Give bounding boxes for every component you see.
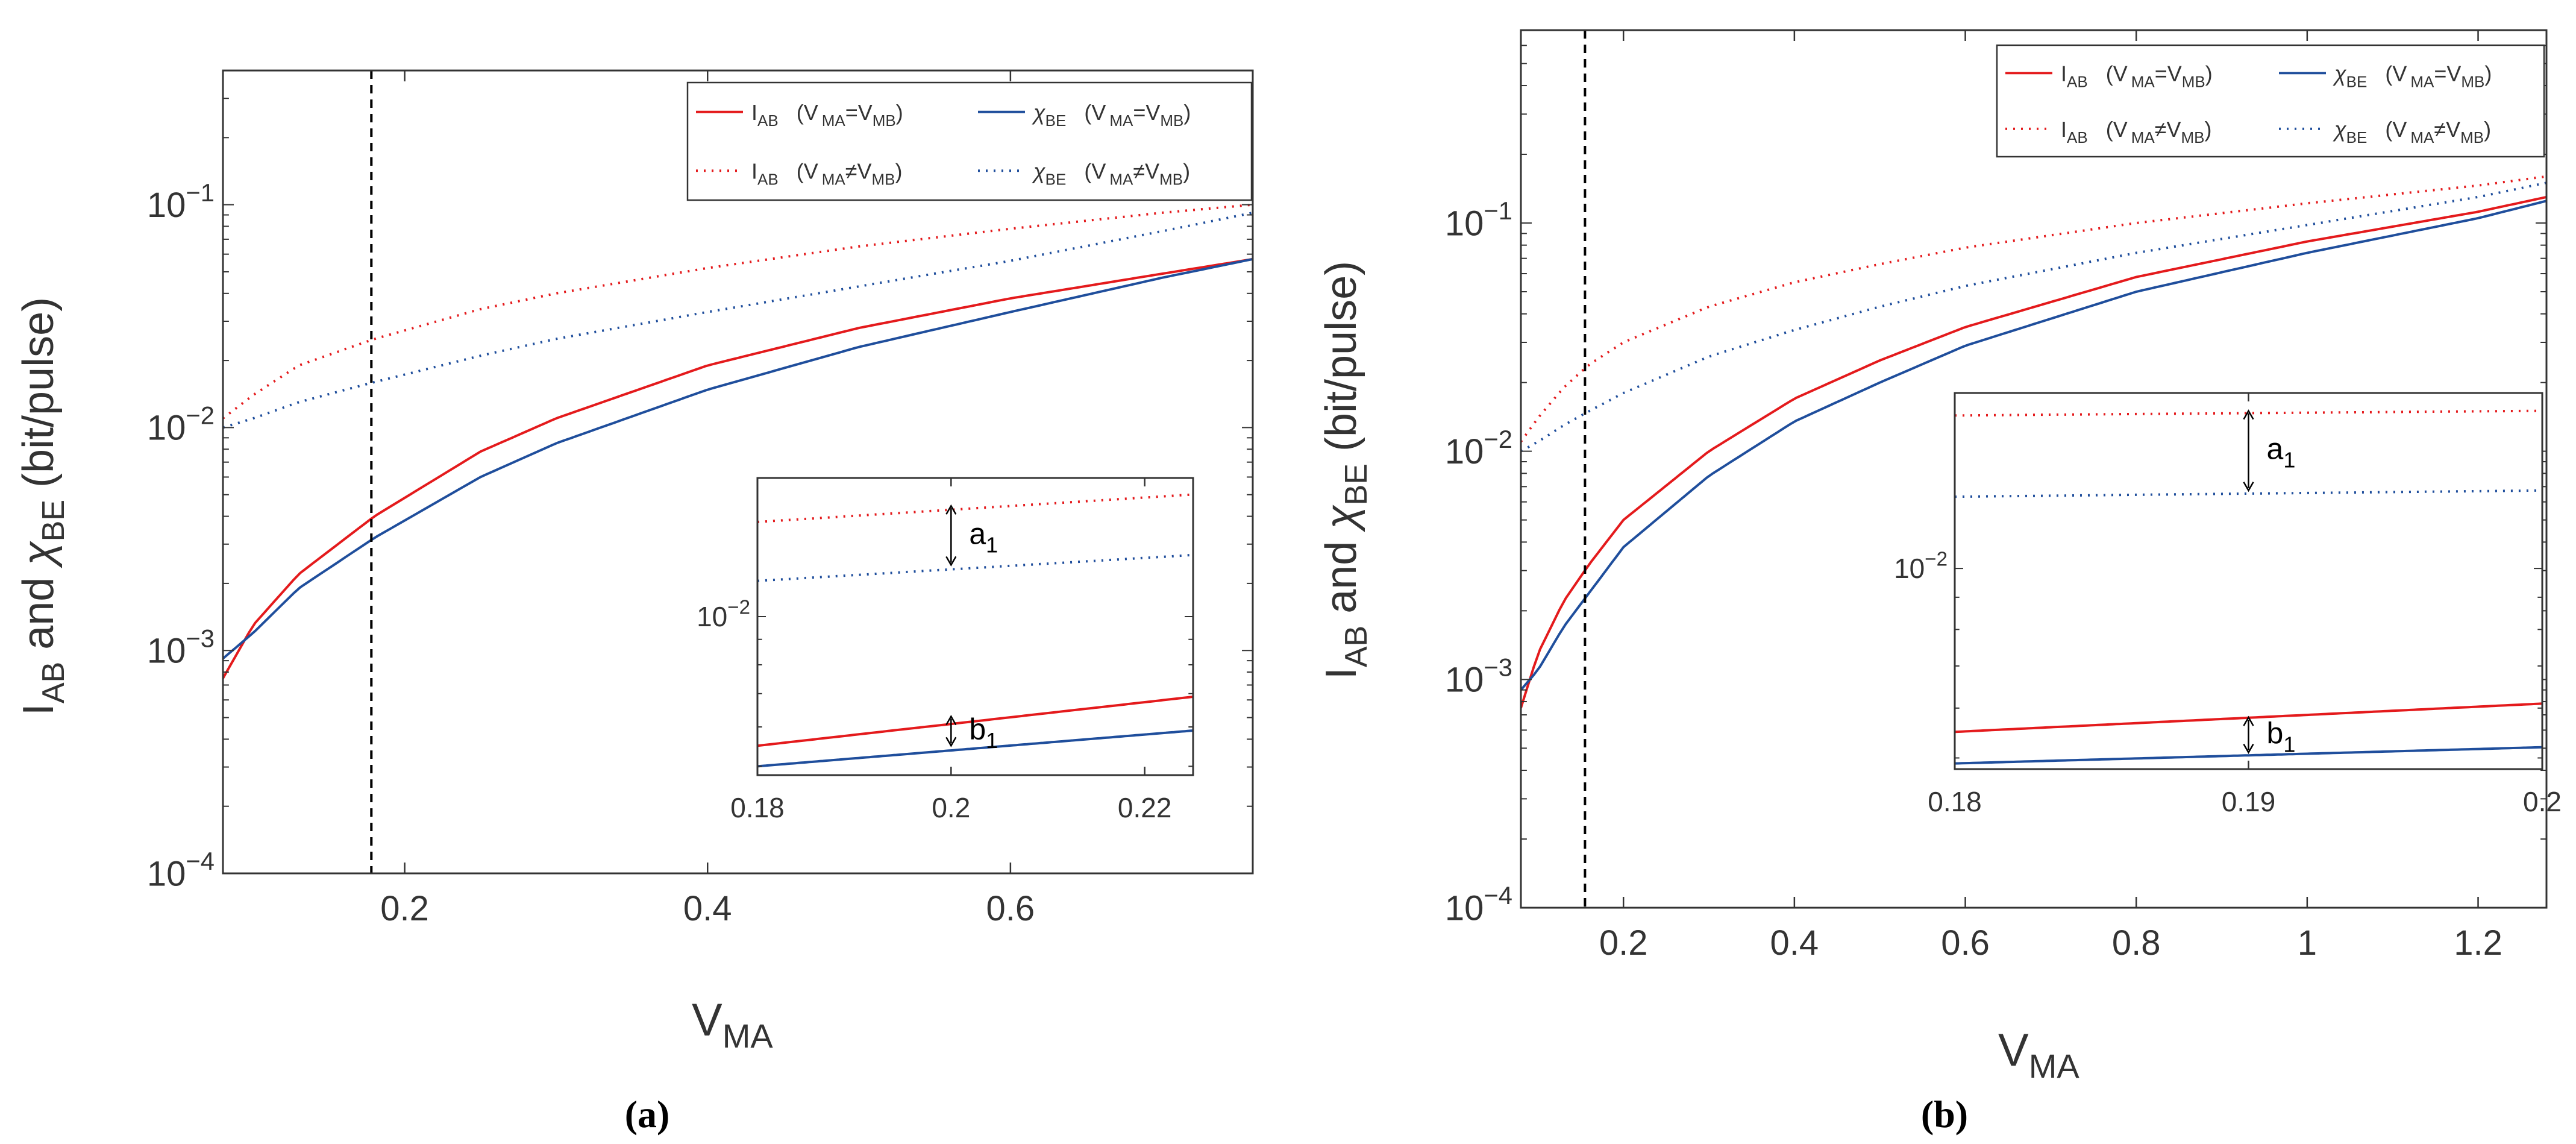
arrowhead [2243,482,2254,492]
main-ytick-label: 10−4 [1445,881,1512,928]
inset-axes: 0.18 0.19 0.2 10−2 a1 b1 [1894,392,2562,817]
main-series-line [1521,181,2546,453]
main-xtick-label: 1.2 [2454,923,2502,963]
main-axes: 0.2 0.4 0.6 10−4 10−3 10−2 10−1 [147,69,1254,928]
inset-ytick-label: 10−2 [1894,548,1948,585]
main-xtick-label: 0.8 [2112,923,2161,963]
x-axis-label: VMA [1998,1025,2079,1085]
arrowhead [945,556,957,567]
main-series-line [1521,195,2546,709]
annotation-label-a: a1 [969,517,998,557]
main-ytick-label: 10−4 [147,847,215,893]
inset-xtick-label: 0.18 [1928,786,1982,817]
arrowhead [2243,409,2254,420]
arrowhead [945,504,957,515]
panel-caption: (a) [625,1093,670,1136]
main-series-line [223,257,1253,660]
inset-xtick-label: 0.2 [932,792,970,823]
legend-label: χBE (V MA≠VMB) [2333,117,2491,146]
main-xtick-label: 1 [2298,923,2317,963]
main-ytick-label: 10−2 [147,401,215,448]
inset-axes: 0.18 0.2 0.22 10−2 a1 b1 [697,477,1194,823]
inset-ytick-label: 10−2 [697,596,750,632]
main-ytick-label: 10−1 [1445,196,1512,243]
inset-xtick-label: 0.19 [2222,786,2276,817]
legend-label: χBE (V MA≠VMB) [1032,159,1190,188]
annotation-label-b: b1 [969,712,998,753]
main-frame [222,69,1254,875]
annotation-label-b: b1 [2267,716,2296,756]
annotation-label-a: a1 [2267,432,2296,473]
legend: IAB (V MA=VMB) χBE (V MA=VMB) IAB (V MA≠VMB) χBE(… [1996,44,2545,158]
inset-series-line [757,729,1193,768]
legend: IAB (V MA=VMB) χBE (V MA=VMB) IAB (V MA≠VMB) χBE(… [686,81,1253,201]
main-xtick-label: 0.6 [1941,923,1990,963]
panel-caption: (b) [1921,1093,1968,1136]
main-xtick-label: 0.2 [1599,923,1648,963]
main-ytick-label: 10−1 [147,178,215,225]
y-axis-label: IAB and χBE (bit/pulse) [14,297,71,715]
legend-label: χBE (V MA=VMB) [1032,100,1191,130]
inset-xtick-label: 0.2 [2523,786,2562,817]
main-xtick-label: 0.4 [683,889,732,928]
x-axis-label: VMA [692,995,773,1055]
legend-label: IAB (V MA=VMB) [2061,61,2213,90]
legend-label: χBE (V MA=VMB) [2333,61,2492,90]
y-axis-label: IAB and χBE (bit/pulse) [1317,261,1374,679]
main-xtick-label: 0.2 [380,889,429,928]
legend-label: IAB (V MA≠VMB) [2061,117,2211,146]
arrowhead [2243,743,2254,755]
legend-label: IAB (V MA=VMB) [751,100,903,130]
legend-box [1996,44,2545,158]
inset-xtick-label: 0.22 [1118,792,1172,823]
inset-plot-area [757,478,1193,775]
main-series-line [1521,200,2546,691]
legend-label: IAB (V MA≠VMB) [751,159,902,188]
arrowhead [945,737,957,747]
inset-xtick-label: 0.18 [730,792,785,823]
main-series-line [223,212,1253,429]
arrowhead [2243,715,2254,726]
legend-box [686,81,1253,201]
main-ytick-label: 10−2 [1445,425,1512,471]
inset-series-line [1955,746,2542,765]
main-ytick-label: 10−3 [147,624,215,670]
main-xtick-label: 0.4 [1770,923,1819,963]
main-frame [1520,29,2548,909]
main-ytick-label: 10−3 [1445,653,1512,700]
main-xtick-label: 0.6 [986,889,1035,928]
main-series-line [223,257,1253,679]
inset-frame [756,477,1194,776]
inset-series-line [757,696,1193,747]
arrowhead [945,715,957,726]
